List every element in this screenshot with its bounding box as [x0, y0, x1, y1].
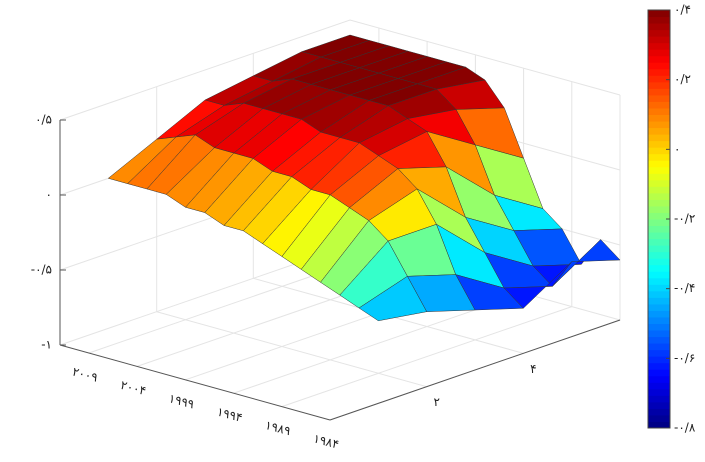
colorbar-segment [648, 264, 670, 272]
colorbar-segment [648, 147, 670, 155]
colorbar-segment [648, 421, 670, 429]
colorbar-segment [648, 114, 670, 122]
grid-line [59, 19, 621, 121]
colorbar-tick-label: ۰ [674, 142, 680, 156]
colorbar-segment [648, 362, 670, 370]
colorbar-segment [648, 219, 670, 227]
axis-line [59, 344, 331, 421]
colorbar-segment [648, 173, 670, 181]
colorbar-segment [648, 140, 670, 148]
colorbar-segment [648, 127, 670, 135]
colorbar-segment [648, 232, 670, 240]
colorbar-segment [648, 29, 670, 37]
colorbar-segment [648, 343, 670, 351]
colorbar-segment [648, 310, 670, 318]
colorbar-segment [648, 277, 670, 285]
z-tick-label: ۰/۵ [35, 113, 52, 127]
colorbar-segment [648, 271, 670, 279]
colorbar-segment [648, 336, 670, 344]
y-tick-label: ۲ [433, 395, 439, 409]
colorbar-segment [648, 49, 670, 57]
colorbar-segment [648, 166, 670, 174]
colorbar-segment [648, 88, 670, 96]
colorbar-segment [648, 297, 670, 305]
colorbar-segment [648, 401, 670, 409]
colorbar-segment [648, 395, 670, 403]
colorbar-segment [648, 36, 670, 44]
colorbar-tick-label: ۰/۴ [674, 3, 691, 17]
colorbar-segment [648, 375, 670, 383]
colorbar-segment [648, 179, 670, 187]
colorbar-segment [648, 330, 670, 338]
colorbar-segment [648, 55, 670, 63]
colorbar-tick-label: -۰/۸ [674, 421, 696, 435]
colorbar-segment [648, 75, 670, 83]
colorbar-tick-label: ۰/۲ [674, 72, 691, 86]
colorbar-segment [648, 323, 670, 331]
x-tick-label: ۱۹۸۹ [264, 418, 293, 438]
x-tick-label: ۱۹۸۴ [312, 431, 341, 451]
colorbar-segment [648, 192, 670, 200]
colorbar-segment [648, 349, 670, 357]
colorbar-segment [648, 94, 670, 102]
z-tick-label: -۰/۵ [31, 263, 52, 277]
surface-patch [358, 275, 428, 322]
colorbar-segment [648, 284, 670, 292]
colorbar-segment [648, 153, 670, 161]
x-tick-label: ۱۹۹۴ [215, 405, 244, 425]
colorbar-segment [648, 369, 670, 377]
z-tick-label: ۰ [46, 188, 52, 202]
colorbar-segment [648, 414, 670, 422]
colorbar-segment [648, 205, 670, 213]
colorbar-segment [648, 81, 670, 89]
colorbar-segment [648, 251, 670, 259]
x-tick-label: ۲۰۰۴ [119, 378, 148, 398]
colorbar-segment [648, 258, 670, 266]
colorbar-segment [648, 356, 670, 364]
colorbar-segment [648, 316, 670, 324]
colorbar-segment [648, 23, 670, 31]
colorbar-segment [648, 408, 670, 416]
colorbar-segment [648, 245, 670, 253]
colorbar-segment [648, 160, 670, 168]
z-tick-label: -۱ [41, 338, 52, 352]
x-tick-label: ۱۹۹۹ [167, 391, 196, 411]
colorbar-segment [648, 68, 670, 76]
colorbar-segment [648, 10, 670, 18]
colorbar-segment [648, 225, 670, 233]
colorbar-segment [648, 101, 670, 109]
colorbar-tick-label: -۰/۴ [674, 281, 695, 295]
axis-line [329, 319, 621, 421]
colorbar-segment [648, 303, 670, 311]
colorbar-tick-label: -۰/۶ [674, 351, 695, 365]
colorbar-segment [648, 388, 670, 396]
colorbar-segment [648, 16, 670, 24]
colorbar-segment [648, 62, 670, 70]
x-tick-label: ۲۰۰۹ [71, 364, 100, 384]
colorbar-segment [648, 121, 670, 129]
colorbar-segment [648, 134, 670, 142]
colorbar-segment [648, 199, 670, 207]
colorbar-segment [648, 186, 670, 194]
colorbar-segment [648, 212, 670, 220]
colorbar-segment [648, 42, 670, 50]
y-tick-label: ۴ [530, 362, 536, 376]
colorbar-segment [648, 107, 670, 115]
colorbar-tick-label: -۰/۲ [674, 212, 695, 226]
colorbar-segment [648, 238, 670, 246]
colorbar-segment [648, 382, 670, 390]
colorbar-segment [648, 290, 670, 298]
